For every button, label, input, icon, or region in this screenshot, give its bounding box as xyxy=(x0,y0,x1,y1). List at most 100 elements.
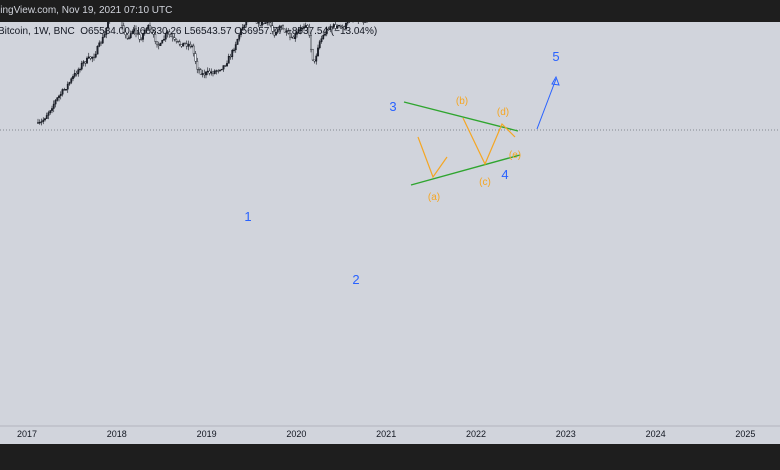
candle xyxy=(101,33,104,45)
candle xyxy=(226,60,228,67)
candle xyxy=(240,28,242,38)
candle xyxy=(154,30,157,45)
x-tick-label: 2024 xyxy=(646,429,666,439)
candle xyxy=(332,23,335,30)
candle xyxy=(42,117,45,125)
candle xyxy=(142,32,144,43)
candle xyxy=(304,22,307,28)
candle xyxy=(122,22,125,34)
wave-label-5: 5 xyxy=(552,49,559,64)
candle xyxy=(164,32,167,42)
wave-label-d: (d) xyxy=(497,107,509,118)
candle xyxy=(63,87,66,91)
top-bar: lingView.com, Nov 19, 2021 07:10 UTC xyxy=(0,0,780,22)
candle xyxy=(224,64,227,67)
candle xyxy=(199,68,202,75)
price-chart[interactable]: 2017 2018 2019 2020 2021 2022 2023 2024 2025 1 2 3… xyxy=(0,22,780,444)
candle xyxy=(264,22,267,24)
candle xyxy=(131,29,134,35)
candle xyxy=(338,24,340,28)
candle xyxy=(184,42,186,45)
candle xyxy=(315,53,318,65)
candle xyxy=(44,117,46,122)
candle xyxy=(150,26,153,34)
candle xyxy=(66,81,69,93)
candle xyxy=(231,48,234,60)
candle xyxy=(138,32,141,43)
candle xyxy=(79,67,81,73)
candle xyxy=(292,35,295,40)
candle xyxy=(170,33,172,37)
candle xyxy=(362,22,365,25)
candle xyxy=(243,24,246,31)
candle xyxy=(318,39,321,50)
candle xyxy=(366,22,368,23)
candle xyxy=(233,47,235,53)
candle xyxy=(45,112,48,119)
candle xyxy=(86,56,88,64)
candle xyxy=(133,24,136,36)
candle xyxy=(208,68,211,76)
candle xyxy=(324,30,326,37)
candle xyxy=(275,31,277,36)
candle xyxy=(238,33,241,42)
candle xyxy=(271,22,274,35)
candle xyxy=(91,56,94,63)
candle xyxy=(52,100,55,113)
projected-wave-path xyxy=(462,117,516,166)
candle xyxy=(229,53,232,60)
legend-ohlc: O65584.00 H66330.26 L56543.57 C56957.77 … xyxy=(80,26,378,37)
candle xyxy=(210,68,213,76)
candle xyxy=(317,44,319,57)
candle xyxy=(205,70,207,79)
candle xyxy=(289,29,291,41)
candle xyxy=(278,24,281,32)
wave-label-c: (c) xyxy=(479,177,491,188)
candle xyxy=(222,65,225,72)
wave-5-arrowhead xyxy=(551,75,560,86)
candle xyxy=(121,22,123,30)
candle xyxy=(301,26,304,32)
legend-interval[interactable]: 1W xyxy=(33,26,49,37)
symbol-legend: Bitcoin, 1W, BNC O65584.00 H66330.26 L56… xyxy=(0,26,378,37)
legend-exchange: BNC xyxy=(53,26,75,37)
candle xyxy=(135,25,137,38)
candle xyxy=(54,99,57,108)
x-tick-label: 2017 xyxy=(17,429,37,439)
candle xyxy=(191,44,193,49)
candle xyxy=(339,24,342,29)
candle xyxy=(329,24,332,33)
candle xyxy=(180,44,183,48)
candle xyxy=(241,24,244,31)
candle xyxy=(161,39,164,44)
candle xyxy=(140,37,143,41)
candle xyxy=(103,30,106,38)
candle xyxy=(299,24,302,35)
candle xyxy=(109,22,111,24)
candle xyxy=(276,27,279,34)
wave-label-4: 4 xyxy=(501,167,508,182)
candle xyxy=(255,22,258,24)
wave-label-3: 3 xyxy=(389,99,396,114)
candle xyxy=(212,70,214,77)
candle xyxy=(89,56,92,61)
candle xyxy=(325,26,328,37)
candle xyxy=(177,40,179,43)
candle xyxy=(357,22,359,24)
candle xyxy=(334,22,337,30)
candle xyxy=(129,30,132,40)
candle xyxy=(259,22,262,27)
candle xyxy=(105,28,108,39)
candle xyxy=(40,118,43,126)
candle xyxy=(124,29,127,39)
candle xyxy=(308,23,311,38)
legend-symbol[interactable]: Bitcoin xyxy=(0,26,29,37)
candle xyxy=(349,22,350,24)
candle xyxy=(61,88,64,97)
candle xyxy=(266,22,269,26)
candle xyxy=(198,67,200,74)
candle xyxy=(149,22,151,31)
candle xyxy=(219,69,221,72)
candle xyxy=(93,53,95,61)
candle xyxy=(236,38,239,45)
